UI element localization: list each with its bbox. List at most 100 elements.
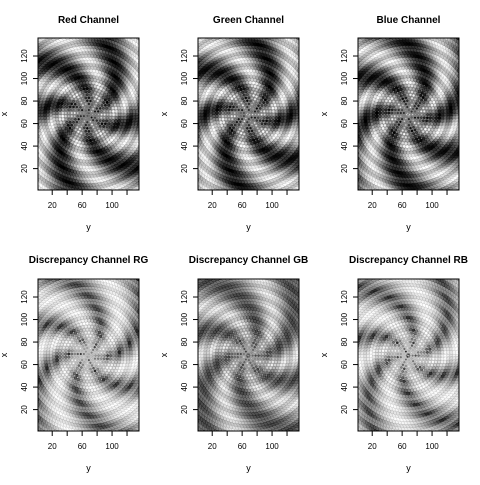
panel-1-heatmap-cell — [77, 131, 79, 133]
panel-3-heatmap-cell — [408, 124, 410, 126]
panel-1-heatmap-cell — [102, 130, 105, 133]
panel-2-heatmap-cell — [241, 91, 244, 94]
panel-2-heatmap-cell — [255, 131, 257, 133]
panel-1-heatmap-cell — [81, 91, 84, 94]
panel-1-heatmap-cell — [86, 93, 88, 95]
panel-3-heatmap-cell — [400, 132, 402, 134]
panel-3-heatmap-cell — [401, 91, 404, 94]
panel-1-heatmap-cell — [115, 113, 118, 116]
panel-2-heatmap-cell — [262, 101, 264, 103]
panel-1-heatmap-cell — [114, 107, 117, 110]
panel-3-heatmap-cell — [418, 97, 420, 99]
panel-2-heatmap-cell — [264, 104, 266, 106]
panel-1-heatmap-cell — [100, 117, 102, 119]
panel-2-heatmap-cell — [238, 134, 241, 137]
panel-3-heatmap-cell — [397, 115, 399, 117]
panel-2-heatmap-cell — [229, 132, 232, 135]
panel-2-heatmap-cell — [268, 120, 271, 123]
panel-3-heatmap-cell — [398, 118, 400, 120]
panel-3-heatmap-cell — [427, 98, 430, 101]
panel-1-heatmap-cell — [71, 92, 74, 95]
panel-1-heatmap-cell — [94, 91, 97, 94]
panel-1-x-axis-label: y — [86, 222, 91, 232]
panel-3-heatmap-cell — [400, 115, 402, 117]
panel-3-heatmap-cell — [388, 118, 390, 120]
panel-1-heatmap-cell — [88, 109, 89, 110]
panel-1-heatmap-cell — [80, 112, 82, 114]
panel-2-heatmap-cell — [242, 129, 244, 131]
panel-3-heatmap-cell — [411, 136, 414, 139]
panel-2-heatmap-cell — [250, 121, 252, 123]
panel-1-heatmap-cell — [99, 125, 101, 127]
panel-3-heatmap-cell — [424, 104, 426, 106]
panel-1-heatmap-cell — [114, 122, 117, 125]
panel-2-heatmap-cell — [257, 93, 260, 96]
panel-2-heatmap-cell — [231, 115, 233, 117]
panel-1-heatmap-cell — [92, 94, 94, 96]
panel-3-heatmap-cell — [423, 133, 426, 136]
panel-1-heatmap-cell — [88, 136, 91, 139]
panel-3-heatmap-cell — [432, 101, 435, 104]
panel-2-heatmap-cell — [224, 124, 227, 127]
panel-2-heatmap-cell — [227, 102, 230, 105]
panel-1-heatmap-cell — [107, 98, 110, 101]
panel-2-heatmap-cell — [272, 116, 275, 119]
panel-3-heatmap-cell — [434, 107, 437, 110]
panel-3-heatmap-cell — [411, 104, 413, 106]
panel-3-heatmap-cell — [417, 122, 419, 124]
panel-3-heatmap-cell — [429, 116, 432, 119]
panel-2-heatmap-cell — [225, 108, 228, 111]
panel-3-heatmap-cell — [388, 109, 390, 111]
panel-3-heatmap-cell — [403, 94, 405, 96]
panel-1-heatmap-cell — [67, 115, 69, 117]
panel-3-heatmap-cell — [408, 136, 411, 139]
panel-2-heatmap-cell — [275, 116, 278, 119]
panel-3-heatmap-cell — [412, 101, 414, 103]
panel-2-heatmap-cell — [258, 97, 260, 99]
panel-2-heatmap-cell — [246, 87, 249, 90]
panel-1-heatmap-cell — [108, 107, 111, 110]
panel-2-y-tick-label: 40 — [180, 141, 189, 150]
panel-2-heatmap-cell — [254, 105, 256, 107]
panel-2-heatmap-cell — [261, 123, 263, 125]
panel-3-heatmap-cell — [392, 100, 394, 102]
panel-3-heatmap-cell — [397, 137, 400, 140]
panel-2-heatmap-cell — [241, 118, 243, 120]
panel-1-heatmap-cell — [81, 135, 84, 138]
panel-1-heatmap-cell — [82, 129, 84, 131]
panel-3-heatmap-cell — [392, 127, 394, 129]
panel-3-heatmap-cell — [430, 104, 433, 107]
panel-2-heatmap-cell — [264, 128, 267, 131]
panel-2-heatmap-cell — [240, 125, 242, 127]
panel-2-heatmap-cell — [231, 134, 234, 137]
panel-1-heatmap-cell — [94, 117, 96, 119]
panel-2-heatmap-cell — [248, 130, 250, 132]
panel-3-heatmap-cell — [381, 115, 384, 118]
panel-1-heatmap-cell — [109, 101, 112, 104]
panel-3-heatmap-cell — [377, 102, 380, 105]
panel-3-heatmap-cell — [385, 118, 388, 121]
panel-1-heatmap-cell — [116, 100, 119, 103]
panel-3-heatmap-cell — [375, 108, 378, 111]
panel-2-heatmap-cell — [227, 124, 230, 127]
panel-3-heatmap-cell — [419, 120, 421, 122]
panel-3-heatmap-cell — [408, 90, 411, 93]
panel-3-heatmap-cell — [382, 127, 385, 130]
panel-1-heatmap-cell — [86, 121, 88, 123]
panel-2-heatmap-cell — [245, 110, 246, 111]
panel-3-heatmap-cell — [408, 115, 409, 116]
panel-3-heatmap-cell — [408, 109, 409, 110]
panel-2-heatmap-cell — [232, 100, 234, 102]
panel-1-heatmap-cell — [71, 109, 73, 111]
panel-2-heatmap-cell — [225, 127, 228, 130]
panel-3-heatmap-cell — [407, 115, 408, 116]
panel-2-heatmap-cell — [239, 128, 241, 130]
panel-1-heatmap-cell — [101, 104, 103, 106]
panel-1-heatmap-cell — [66, 121, 69, 124]
panel-3-heatmap-cell — [376, 121, 379, 124]
panel-1-heatmap-cell — [103, 133, 106, 136]
panel-2-heatmap-cell — [257, 105, 259, 107]
panel-2-y-tick-label: 20 — [180, 164, 189, 173]
panel-1-heatmap-cell — [70, 124, 72, 126]
panel-2-heatmap-cell — [263, 133, 266, 136]
